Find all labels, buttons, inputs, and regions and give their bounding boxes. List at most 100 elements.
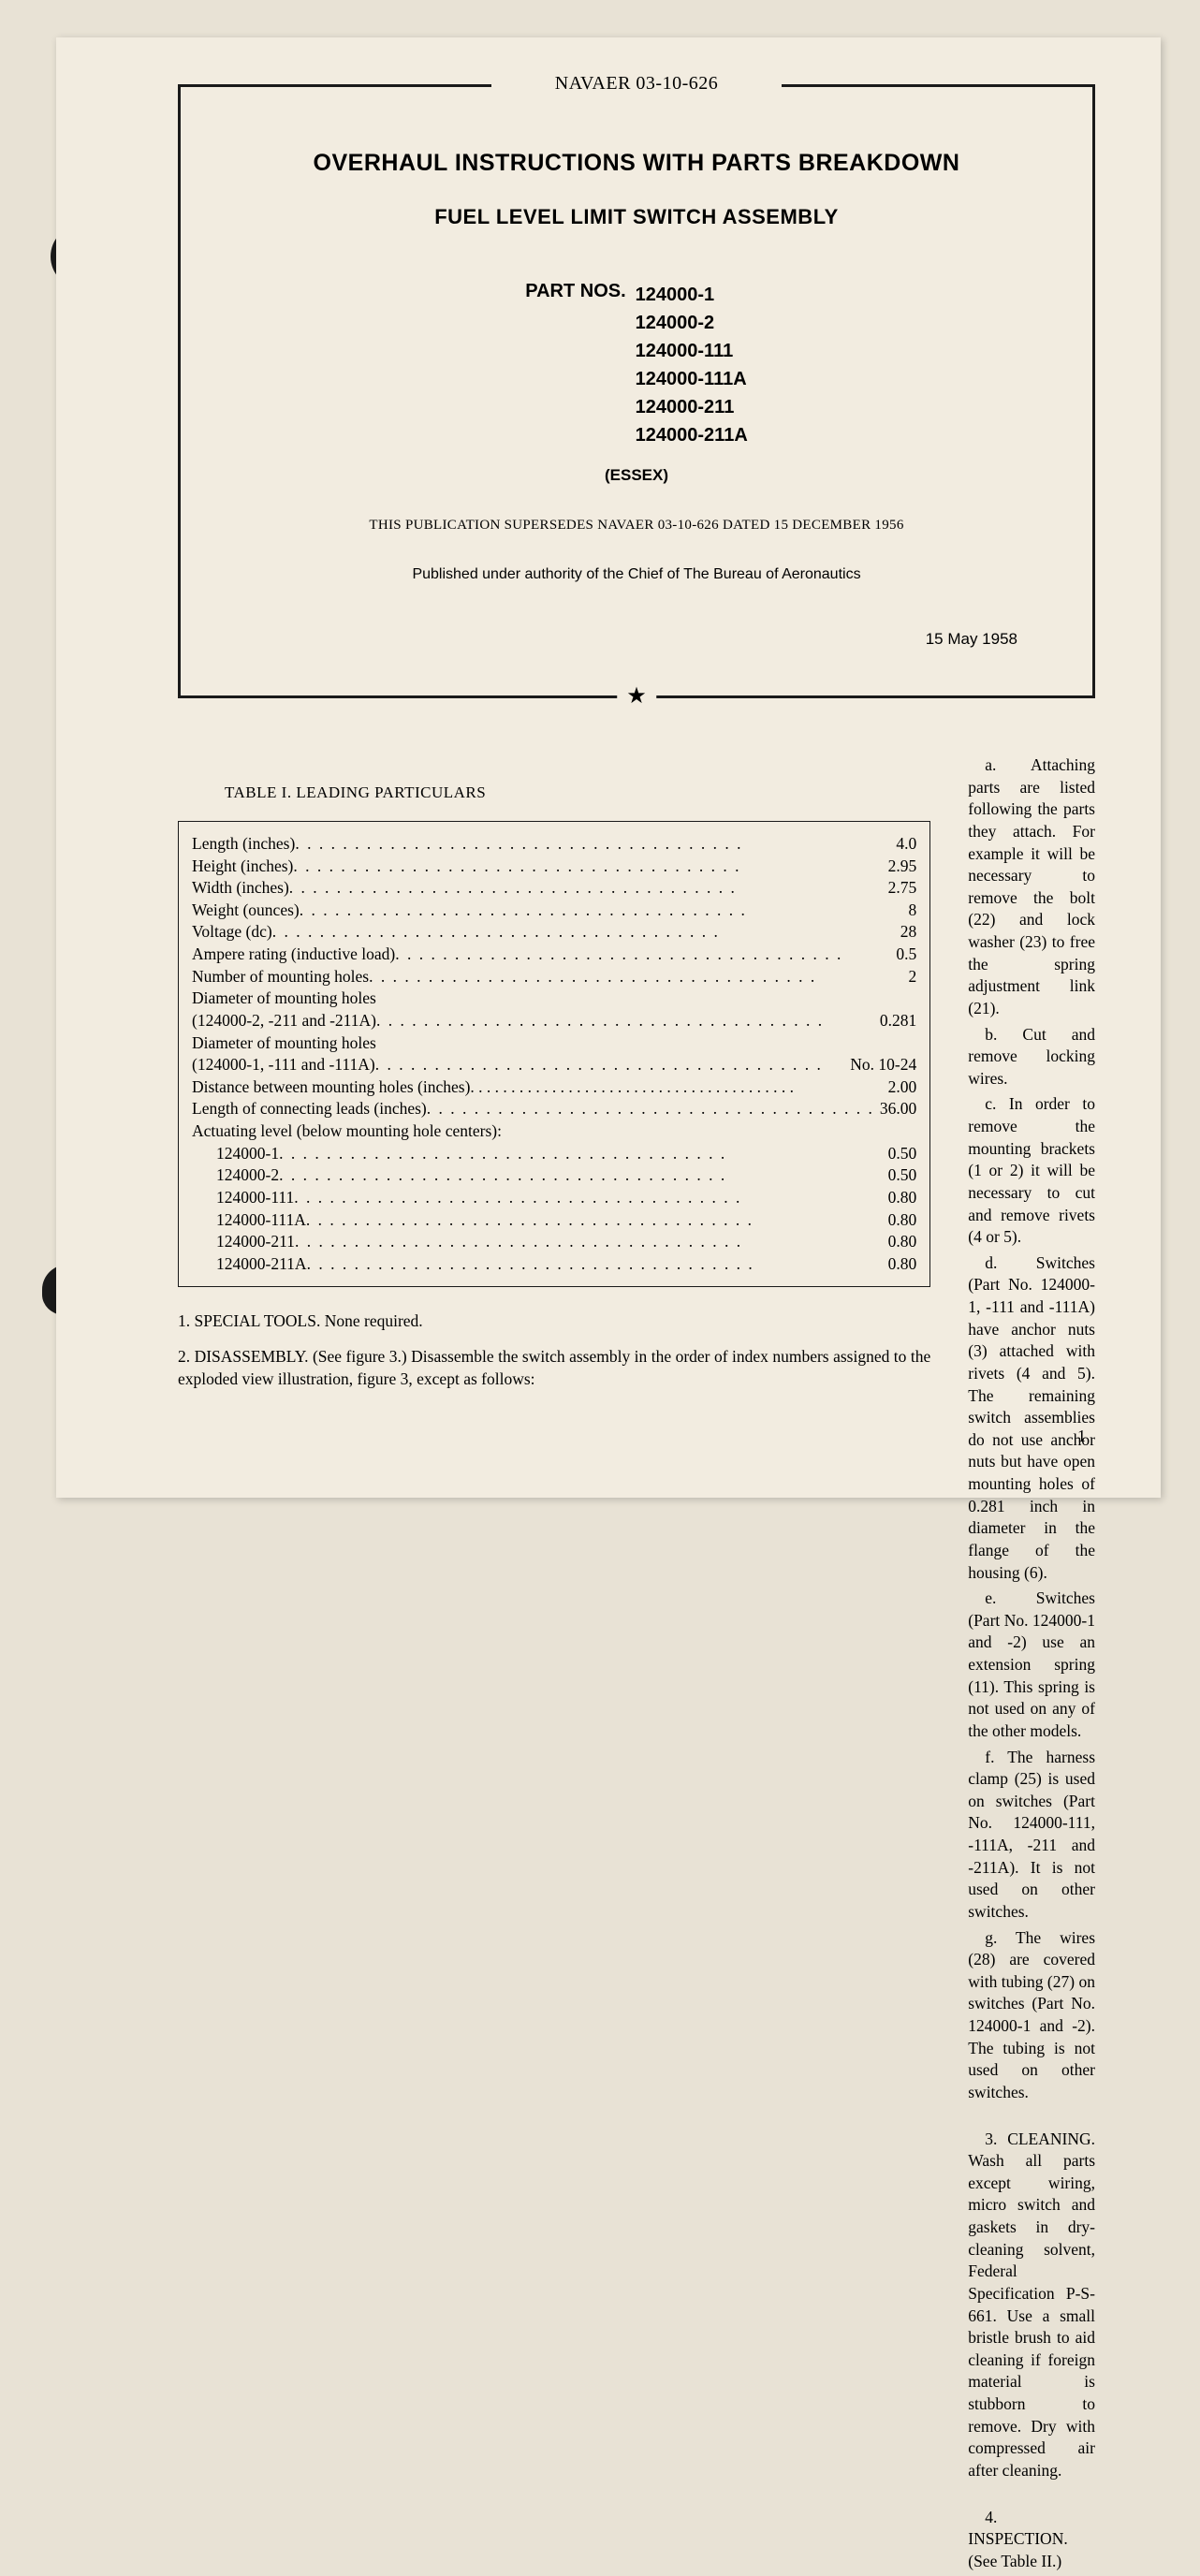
spec-label: 124000-2 bbox=[216, 1164, 279, 1187]
parts-block: PART NOS. 124000-1124000-2124000-1111240… bbox=[218, 281, 1055, 449]
spec-value: 0.80 bbox=[883, 1187, 917, 1209]
spec-row: 124000-211A 0.80 bbox=[192, 1253, 916, 1276]
leader-dots bbox=[272, 921, 895, 944]
part-number: 124000-211A bbox=[636, 421, 748, 449]
spec-value: 2.00 bbox=[883, 1076, 917, 1099]
spec-label: (124000-2, -211 and -211A) bbox=[192, 1010, 376, 1032]
subtitle: FUEL LEVEL LIMIT SWITCH ASSEMBLY bbox=[218, 205, 1055, 229]
page-number: 1 bbox=[1077, 1427, 1086, 1446]
spec-label: Height (inches) bbox=[192, 856, 293, 878]
part-number: 124000-111 bbox=[636, 337, 748, 365]
part-number: 124000-2 bbox=[636, 309, 748, 337]
publication-date: 15 May 1958 bbox=[218, 630, 1017, 649]
part-number: 124000-111A bbox=[636, 365, 748, 393]
spec-value: 2.75 bbox=[883, 877, 917, 900]
spec-row: Height (inches) 2.95 bbox=[192, 856, 916, 878]
spec-label: Length of connecting leads (inches) bbox=[192, 1098, 427, 1120]
spec-label: 124000-211A bbox=[216, 1253, 307, 1276]
left-column: TABLE I. LEADING PARTICULARS Length (inc… bbox=[178, 754, 930, 2576]
right-column: a. Attaching parts are listed following … bbox=[968, 754, 1095, 2576]
leader-dots bbox=[306, 1209, 883, 1232]
leader-dots bbox=[295, 1231, 883, 1253]
part-number: 124000-211 bbox=[636, 393, 748, 421]
supersedes-note: THIS PUBLICATION SUPERSEDES NAVAER 03-10… bbox=[218, 518, 1055, 534]
spec-value: 2.95 bbox=[883, 856, 917, 878]
document-page: NAVAER 03-10-626 OVERHAUL INSTRUCTIONS W… bbox=[56, 37, 1161, 1498]
main-title: OVERHAUL INSTRUCTIONS WITH PARTS BREAKDO… bbox=[218, 150, 1055, 177]
spec-value: 28 bbox=[895, 921, 917, 944]
spec-row: Actuating level (below mounting hole cen… bbox=[192, 1120, 916, 1143]
spec-value: 2 bbox=[903, 966, 917, 988]
spec-row: Length of connecting leads (inches) 36.00 bbox=[192, 1098, 916, 1120]
content-columns: TABLE I. LEADING PARTICULARS Length (inc… bbox=[178, 754, 1095, 2576]
title-frame: NAVAER 03-10-626 OVERHAUL INSTRUCTIONS W… bbox=[178, 84, 1095, 698]
title-content: OVERHAUL INSTRUCTIONS WITH PARTS BREAKDO… bbox=[181, 84, 1092, 667]
spec-row: Length (inches) 4.0 bbox=[192, 833, 916, 856]
spec-label: (124000-1, -111 and -111A) bbox=[192, 1054, 375, 1076]
paragraph: 3. CLEANING. Wash all parts except wirin… bbox=[968, 2129, 1095, 2482]
spec-label: 124000-111 bbox=[216, 1187, 294, 1209]
spec-value: 0.80 bbox=[883, 1231, 917, 1253]
table-title: TABLE I. LEADING PARTICULARS bbox=[225, 783, 930, 804]
doc-number: NAVAER 03-10-626 bbox=[536, 73, 738, 95]
left-paragraphs: 1. SPECIAL TOOLS. None required. 2. DISAS… bbox=[178, 1310, 930, 1390]
spec-value: 36.00 bbox=[874, 1098, 916, 1120]
spec-row: Voltage (dc) 28 bbox=[192, 921, 916, 944]
part-number-list: 124000-1124000-2124000-111124000-111A124… bbox=[636, 281, 748, 449]
spec-row: 124000-2 0.50 bbox=[192, 1164, 916, 1187]
spec-value: 0.50 bbox=[883, 1164, 917, 1187]
spec-row: Diameter of mounting holes bbox=[192, 1032, 916, 1055]
part-number: 124000-1 bbox=[636, 281, 748, 309]
specifications-table: Length (inches)4.0Height (inches)2.95Wid… bbox=[178, 821, 930, 1288]
spec-row: 124000-10.50 bbox=[192, 1143, 916, 1165]
spec-value: 0.80 bbox=[883, 1253, 917, 1276]
spec-row: Ampere rating (inductive load)0.5 bbox=[192, 944, 916, 966]
leader-dots bbox=[289, 877, 883, 900]
spec-row: 124000-111 0.80 bbox=[192, 1187, 916, 1209]
star-divider: ★ bbox=[617, 682, 656, 710]
leader-dots bbox=[300, 900, 903, 922]
spec-label: Length (inches) bbox=[192, 833, 295, 856]
leader-dots bbox=[375, 1054, 845, 1076]
spec-label: 124000-1 bbox=[216, 1143, 279, 1165]
paragraph: 1. SPECIAL TOOLS. None required. bbox=[178, 1310, 930, 1333]
leader-dots bbox=[376, 1010, 874, 1032]
spec-row: 124000-2110.80 bbox=[192, 1231, 916, 1253]
paragraph: 4. INSPECTION. (See Table II.) bbox=[968, 2507, 1095, 2573]
parts-label: PART NOS. bbox=[525, 281, 625, 302]
spec-value: 4.0 bbox=[890, 833, 916, 856]
spec-label: Width (inches) bbox=[192, 877, 289, 900]
spec-value: 0.80 bbox=[883, 1209, 917, 1232]
spec-row: (124000-1, -111 and -111A) No. 10-24 bbox=[192, 1054, 916, 1076]
manufacturer: (ESSEX) bbox=[218, 466, 1055, 485]
leader-dots bbox=[427, 1098, 874, 1120]
spec-label: Voltage (dc) bbox=[192, 921, 272, 944]
paragraph: b. Cut and remove locking wires. bbox=[968, 1024, 1095, 1090]
spec-value: 0.281 bbox=[874, 1010, 916, 1032]
spec-value: No. 10-24 bbox=[844, 1054, 916, 1076]
paragraph: a. Attaching parts are listed following … bbox=[968, 754, 1095, 1020]
spec-value: 8 bbox=[903, 900, 917, 922]
paragraph: e. Switches (Part No. 124000-1 and -2) u… bbox=[968, 1588, 1095, 1742]
spec-label: 124000-111A bbox=[216, 1209, 306, 1232]
paragraph: d. Switches (Part No. 124000-1, -111 and… bbox=[968, 1252, 1095, 1584]
spec-label: Distance between mounting holes (inches) bbox=[192, 1076, 470, 1099]
spec-row: (124000-2, -211 and -211A) 0.281 bbox=[192, 1010, 916, 1032]
paragraph: 2. DISASSEMBLY. (See figure 3.) Disassem… bbox=[178, 1346, 930, 1390]
leader-dots bbox=[395, 944, 890, 966]
leader-dots bbox=[295, 833, 890, 856]
spec-value: 0.5 bbox=[890, 944, 916, 966]
leader-dots: . . bbox=[470, 1076, 794, 1099]
leader-dots bbox=[294, 1187, 882, 1209]
spec-label: Weight (ounces) bbox=[192, 900, 300, 922]
leader-dots bbox=[279, 1164, 883, 1187]
spec-row: Width (inches) 2.75 bbox=[192, 877, 916, 900]
spec-row: 124000-111A 0.80 bbox=[192, 1209, 916, 1232]
leader-dots bbox=[293, 856, 882, 878]
spec-row: Weight (ounces) 8 bbox=[192, 900, 916, 922]
paragraph: c. In order to remove the mounting brack… bbox=[968, 1093, 1095, 1248]
paragraph: f. The harness clamp (25) is used on swi… bbox=[968, 1747, 1095, 1924]
spec-row: Distance between mounting holes (inches)… bbox=[192, 1076, 916, 1099]
spec-label: Number of mounting holes bbox=[192, 966, 369, 988]
authority-note: Published under authority of the Chief o… bbox=[218, 566, 1055, 583]
